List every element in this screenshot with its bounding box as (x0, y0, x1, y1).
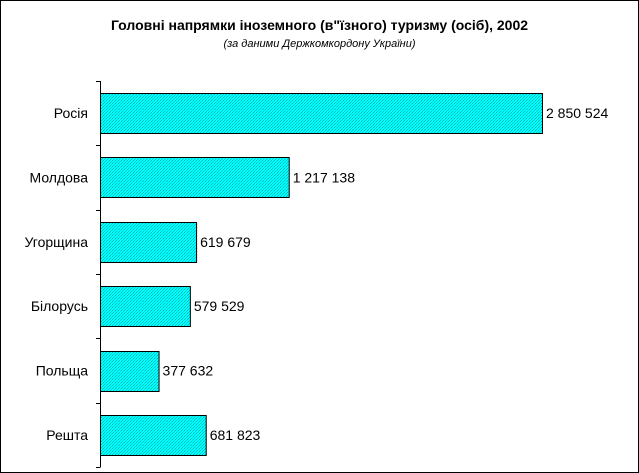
bars-layer (100, 93, 543, 456)
bar (100, 93, 543, 134)
chart-title: Головні напрямки іноземного (в"їзного) т… (110, 17, 529, 33)
category-label: Угорщина (25, 234, 89, 250)
value-label: 1 217 138 (293, 170, 355, 186)
value-label: 377 632 (163, 363, 214, 379)
category-label: Росія (54, 105, 88, 121)
chart-subtitle: (за даними Держкомкордону України) (223, 38, 416, 50)
category-label: Молдова (30, 170, 89, 186)
value-label: 681 823 (210, 427, 261, 443)
bar (100, 286, 191, 327)
value-label: 2 850 524 (546, 105, 608, 121)
labels-layer: Росія 2 850 524 Молдова 1 217 138 Угорщина 61… (25, 105, 609, 443)
bar (100, 415, 207, 456)
value-label: 579 529 (194, 298, 245, 314)
category-label: Решта (46, 427, 88, 443)
axis-layer (96, 81, 101, 468)
bar (100, 157, 290, 198)
bar (100, 222, 198, 263)
value-label: 619 679 (200, 234, 251, 250)
category-label: Білорусь (31, 298, 88, 314)
bar (100, 351, 160, 392)
category-label: Польща (36, 363, 89, 379)
